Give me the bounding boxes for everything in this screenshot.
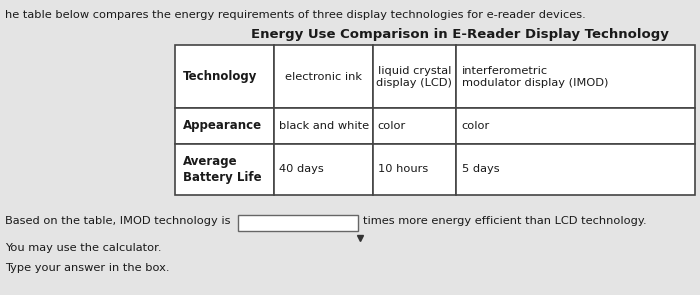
Text: Energy Use Comparison in E-Reader Display Technology: Energy Use Comparison in E-Reader Displa… [251,28,669,41]
Bar [238,215,358,231]
Text: 10 hours: 10 hours [377,165,428,175]
Bar [372,108,456,144]
Text: electronic ink: electronic ink [285,71,362,81]
Bar [175,108,274,144]
Text: he table below compares the energy requirements of three display technologies fo: he table below compares the energy requi… [5,10,586,20]
Text: black and white: black and white [279,121,369,131]
Bar [456,45,695,108]
Text: Based on the table, IMOD technology is: Based on the table, IMOD technology is [5,216,230,226]
Bar [175,45,274,108]
Text: liquid crystal
display (LCD): liquid crystal display (LCD) [377,65,452,88]
Text: color: color [462,121,490,131]
Bar [274,144,372,195]
Bar [175,144,274,195]
Text: Technology: Technology [183,70,258,83]
Text: Type your answer in the box.: Type your answer in the box. [5,263,169,273]
Text: interferometric
modulator display (IMOD): interferometric modulator display (IMOD) [462,65,608,88]
Bar [456,108,695,144]
Text: Appearance: Appearance [183,119,262,132]
Text: 40 days: 40 days [279,165,323,175]
Bar [372,144,456,195]
Text: times more energy efficient than LCD technology.: times more energy efficient than LCD tec… [363,216,647,226]
Text: Average
Battery Life: Average Battery Life [183,155,262,184]
Bar [372,45,456,108]
Text: 5 days: 5 days [462,165,499,175]
Bar [456,144,695,195]
Text: You may use the calculator.: You may use the calculator. [5,243,162,253]
Bar [274,108,372,144]
Bar [274,45,372,108]
Text: color: color [377,121,406,131]
